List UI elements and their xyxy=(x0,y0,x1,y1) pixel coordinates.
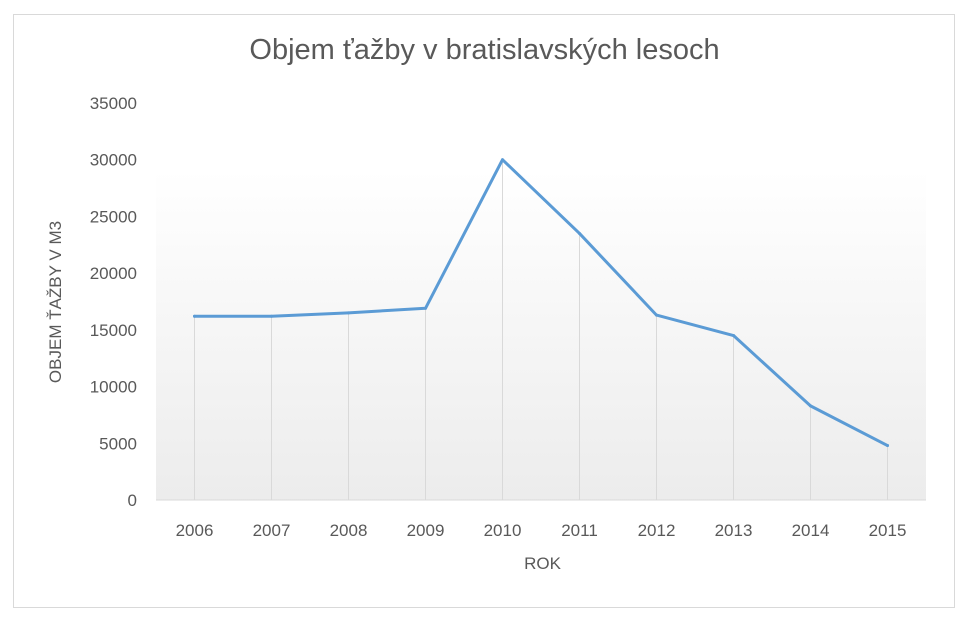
x-tick-label: 2012 xyxy=(638,521,676,540)
chart-title: Objem ťažby v bratislavských lesoch xyxy=(249,34,720,66)
data-point-2009 xyxy=(424,306,427,310)
x-tick-label: 2007 xyxy=(253,521,291,540)
y-tick-label: 10000 xyxy=(90,378,137,397)
data-point-2013 xyxy=(732,334,735,338)
y-tick-label: 0 xyxy=(128,491,137,510)
data-point-2007 xyxy=(270,314,273,318)
data-point-2011 xyxy=(578,231,581,235)
x-tick-label: 2006 xyxy=(176,521,214,540)
plot-background xyxy=(156,170,926,500)
x-tick-label: 2013 xyxy=(715,521,753,540)
x-tick-label: 2011 xyxy=(561,521,598,540)
series-line xyxy=(193,158,889,448)
x-tick-label: 2010 xyxy=(484,521,522,540)
data-point-2015 xyxy=(886,444,889,448)
y-tick-label: 35000 xyxy=(90,94,137,113)
y-tick-label: 15000 xyxy=(90,321,137,340)
grid-lines xyxy=(156,159,926,501)
x-tick-label: 2009 xyxy=(407,521,445,540)
data-point-2014 xyxy=(809,404,812,408)
y-tick-label: 30000 xyxy=(90,151,137,170)
data-point-2012 xyxy=(655,313,658,317)
data-point-2006 xyxy=(193,314,196,318)
x-tick-labels: 2006 2007 2008 2009 2010 2011 2012 2013 2014 2015 xyxy=(176,521,907,540)
data-point-2008 xyxy=(347,311,350,315)
series-layer xyxy=(193,158,889,448)
x-axis-title: ROK xyxy=(524,554,561,573)
y-tick-label: 25000 xyxy=(90,207,137,226)
y-tick-label: 20000 xyxy=(90,264,137,283)
x-tick-label: 2015 xyxy=(869,521,907,540)
x-tick-label: 2008 xyxy=(330,521,368,540)
y-tick-label: 5000 xyxy=(99,434,137,453)
y-tick-labels: 0 5000 10000 15000 20000 25000 30000 35000 xyxy=(90,94,137,510)
data-point-2010 xyxy=(501,158,504,162)
x-tick-label: 2014 xyxy=(792,521,830,540)
